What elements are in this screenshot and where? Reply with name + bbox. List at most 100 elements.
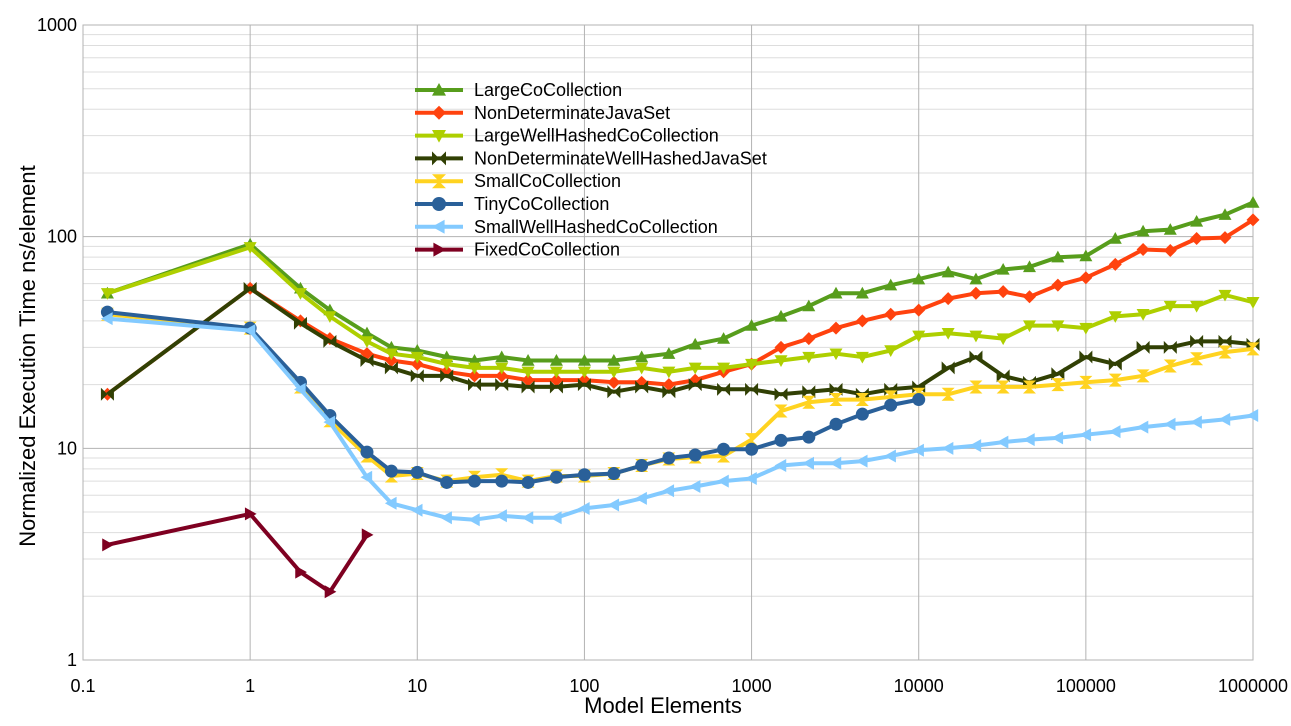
data-point bbox=[1051, 278, 1065, 292]
data-point bbox=[802, 299, 816, 312]
data-point bbox=[521, 353, 535, 366]
data-point bbox=[1246, 213, 1260, 227]
data-point bbox=[1136, 420, 1149, 434]
x-tick-label: 1000 bbox=[732, 676, 772, 696]
data-point bbox=[360, 470, 373, 484]
series-3 bbox=[100, 281, 1260, 401]
series-6 bbox=[100, 312, 1259, 527]
data-point bbox=[324, 585, 337, 599]
data-point bbox=[635, 458, 649, 472]
data-point bbox=[688, 362, 702, 375]
data-point bbox=[1079, 428, 1092, 442]
data-point bbox=[1190, 214, 1204, 227]
data-point bbox=[745, 358, 759, 371]
y-tick-label: 10 bbox=[57, 438, 77, 458]
data-point bbox=[1246, 297, 1260, 309]
data-point bbox=[802, 351, 816, 364]
data-point bbox=[521, 373, 535, 387]
data-point bbox=[360, 326, 374, 339]
data-point bbox=[495, 362, 509, 375]
data-point bbox=[1108, 257, 1122, 271]
x-axis-title: Model Elements bbox=[584, 693, 742, 718]
x-tick-label: 1000000 bbox=[1218, 676, 1288, 696]
data-point bbox=[1051, 367, 1065, 381]
data-point bbox=[549, 470, 563, 484]
data-point bbox=[440, 369, 454, 383]
data-point bbox=[100, 387, 114, 401]
data-point bbox=[855, 454, 868, 468]
data-point bbox=[293, 288, 307, 300]
data-point bbox=[495, 509, 507, 523]
data-point bbox=[745, 433, 759, 447]
data-point bbox=[468, 378, 482, 392]
data-point bbox=[635, 362, 649, 375]
data-point bbox=[884, 398, 898, 412]
data-point bbox=[1218, 289, 1232, 302]
data-point bbox=[884, 307, 898, 321]
data-point bbox=[969, 272, 983, 285]
data-point bbox=[521, 475, 535, 489]
data-point bbox=[410, 503, 423, 517]
data-point bbox=[969, 350, 983, 364]
data-point bbox=[521, 511, 534, 525]
data-point bbox=[468, 369, 482, 383]
x-tick-label: 1 bbox=[245, 676, 255, 696]
data-point bbox=[662, 378, 676, 392]
data-point bbox=[717, 474, 729, 488]
data-point bbox=[432, 83, 446, 96]
data-point bbox=[829, 417, 843, 431]
legend-label: SmallCoCollection bbox=[474, 171, 621, 191]
data-point bbox=[549, 353, 563, 366]
data-point bbox=[1246, 408, 1259, 422]
data-point bbox=[410, 369, 424, 383]
data-point bbox=[607, 353, 621, 366]
data-point bbox=[1218, 334, 1232, 348]
data-point bbox=[662, 484, 675, 498]
data-point bbox=[829, 382, 843, 396]
data-point bbox=[745, 319, 759, 331]
data-point bbox=[607, 366, 621, 379]
data-point bbox=[802, 430, 816, 444]
data-point bbox=[941, 292, 955, 306]
data-point bbox=[884, 278, 898, 291]
data-point bbox=[802, 395, 816, 409]
series-layer bbox=[100, 196, 1260, 599]
legend: LargeCoCollection NonDeterminateJavaSet La… bbox=[415, 80, 767, 260]
data-point bbox=[549, 380, 563, 394]
data-point bbox=[996, 333, 1010, 346]
data-point bbox=[1163, 244, 1177, 258]
data-point bbox=[1108, 311, 1122, 323]
legend-item: LargeWellHashedCoCollection bbox=[415, 126, 719, 146]
y-tick-label: 1 bbox=[67, 650, 77, 670]
data-point bbox=[1136, 340, 1150, 354]
data-point bbox=[440, 475, 454, 489]
data-point bbox=[243, 242, 257, 254]
data-point bbox=[549, 366, 563, 379]
data-point bbox=[1079, 322, 1093, 335]
data-point bbox=[941, 361, 955, 375]
data-point bbox=[1022, 290, 1036, 304]
data-point bbox=[996, 369, 1010, 383]
data-point bbox=[1246, 196, 1260, 208]
data-point bbox=[432, 174, 446, 189]
legend-label: LargeWellHashedCoCollection bbox=[474, 126, 719, 146]
data-point bbox=[433, 242, 446, 257]
data-point bbox=[607, 498, 620, 512]
data-point bbox=[432, 105, 446, 120]
data-point bbox=[577, 378, 591, 392]
data-point bbox=[243, 324, 256, 338]
data-point bbox=[468, 474, 482, 488]
data-point bbox=[774, 404, 788, 418]
data-point bbox=[1022, 380, 1036, 394]
data-point bbox=[969, 439, 982, 453]
data-point bbox=[717, 332, 731, 344]
data-point bbox=[1108, 373, 1122, 387]
data-point bbox=[1108, 232, 1122, 244]
series-2 bbox=[100, 242, 1260, 379]
data-point bbox=[774, 387, 788, 401]
data-point bbox=[384, 496, 397, 510]
data-point bbox=[1163, 359, 1177, 373]
data-point bbox=[360, 445, 374, 459]
data-point bbox=[996, 285, 1010, 299]
legend-label: SmallWellHashedCoCollection bbox=[474, 217, 718, 237]
